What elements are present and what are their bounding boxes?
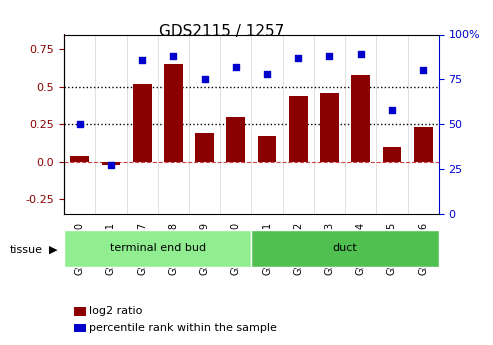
Point: [357, 51, 365, 57]
Text: log2 ratio: log2 ratio: [89, 306, 142, 315]
Bar: [383, 147, 401, 161]
Bar: [70, 156, 89, 161]
Point: [138, 57, 146, 62]
Text: tissue: tissue: [10, 245, 43, 255]
Point: [294, 55, 302, 61]
Bar: [320, 93, 339, 161]
Point: [107, 163, 115, 168]
FancyBboxPatch shape: [251, 230, 439, 267]
Point: [419, 68, 427, 73]
Bar: [195, 133, 214, 161]
Bar: [226, 117, 245, 161]
Point: [325, 53, 333, 59]
Text: ▶: ▶: [49, 245, 58, 255]
Point: [76, 121, 84, 127]
Point: [263, 71, 271, 77]
Bar: [289, 96, 308, 161]
Text: GDS2115 / 1257: GDS2115 / 1257: [159, 24, 284, 39]
Bar: [102, 161, 120, 165]
Bar: [164, 65, 183, 161]
Text: percentile rank within the sample: percentile rank within the sample: [89, 323, 277, 333]
Text: duct: duct: [333, 244, 357, 253]
Point: [201, 77, 209, 82]
Bar: [258, 136, 277, 161]
Text: terminal end bud: terminal end bud: [110, 244, 206, 253]
Point: [388, 107, 396, 112]
Point: [170, 53, 177, 59]
Bar: [414, 127, 432, 161]
Bar: [133, 84, 151, 161]
FancyBboxPatch shape: [64, 230, 251, 267]
Bar: [352, 75, 370, 161]
Point: [232, 64, 240, 70]
